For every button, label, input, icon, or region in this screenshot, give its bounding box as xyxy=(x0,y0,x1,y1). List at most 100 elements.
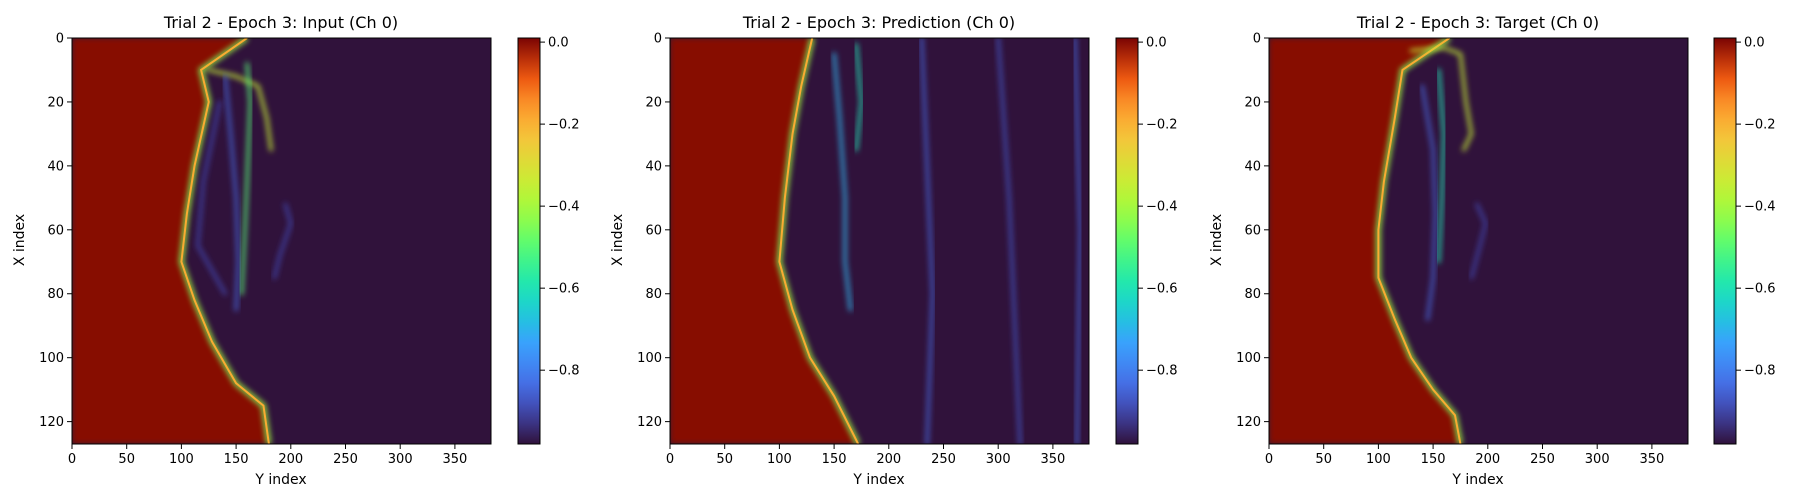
colorbar-tick-label: −0.2 xyxy=(1146,118,1178,133)
axes-frame xyxy=(1268,37,1689,445)
heatmap-filament xyxy=(1073,38,1082,444)
x-tick-label: 250 xyxy=(1530,452,1555,467)
y-tick-label: 40 xyxy=(1244,159,1261,174)
x-axis-label: Y index xyxy=(254,472,306,488)
heatmap-filament xyxy=(196,100,227,296)
x-tick-label: 150 xyxy=(224,452,249,467)
heatmap-filament xyxy=(240,62,252,296)
heatmap-front-core xyxy=(1377,38,1462,444)
axes-frame xyxy=(669,37,1090,445)
y-tick-label: 0 xyxy=(654,32,662,47)
colorbar xyxy=(517,37,541,445)
colorbar-tick-label: 0.0 xyxy=(1744,36,1765,51)
x-tick-label: 300 xyxy=(1585,452,1610,467)
heatmap-high-region xyxy=(670,38,859,444)
x-tick-label: 250 xyxy=(931,452,956,467)
x-tick-label: 350 xyxy=(1040,452,1065,467)
x-tick-label: 350 xyxy=(442,452,467,467)
colorbar-tick-label: −0.6 xyxy=(548,282,580,297)
panel-prediction: Trial 2 - Epoch 3: Prediction (Ch 0) Y i… xyxy=(610,13,1178,488)
x-tick-label: 100 xyxy=(767,452,792,467)
y-tick-label: 120 xyxy=(39,415,64,430)
x-tick-label: 250 xyxy=(333,452,358,467)
x-tick-label: 50 xyxy=(716,452,733,467)
colorbar-tick-label: −0.4 xyxy=(1744,200,1776,215)
heatmap-front-core xyxy=(180,38,270,444)
heatmap-filament xyxy=(1420,84,1437,321)
x-tick-label: 200 xyxy=(278,452,303,467)
heatmap-filament xyxy=(1469,202,1488,280)
heatmap-filament xyxy=(832,52,853,312)
heatmap-field xyxy=(1269,38,1688,444)
y-tick-label: 80 xyxy=(1244,287,1261,302)
heatmap-high-region xyxy=(1269,38,1461,444)
y-tick-label: 0 xyxy=(1253,32,1261,47)
x-tick-label: 200 xyxy=(876,452,901,467)
panel-input: Trial 2 - Epoch 3: Input (Ch 0) Y index … xyxy=(12,13,580,488)
y-axis-label: X index xyxy=(1209,214,1225,266)
x-tick-label: 100 xyxy=(169,452,194,467)
x-tick-label: 300 xyxy=(986,452,1011,467)
y-axis-label: X index xyxy=(12,214,28,266)
y-tick-label: 20 xyxy=(645,95,662,110)
y-tick-label: 60 xyxy=(1244,223,1261,238)
heatmap-filament xyxy=(1409,46,1473,152)
y-tick-label: 120 xyxy=(637,415,662,430)
colorbar-tick-label: −0.4 xyxy=(548,200,580,215)
heatmap-filament xyxy=(223,74,240,312)
x-tick-label: 0 xyxy=(68,452,76,467)
x-tick-label: 350 xyxy=(1639,452,1664,467)
y-tick-label: 40 xyxy=(47,159,64,174)
colorbar-tick-label: −0.2 xyxy=(1744,118,1776,133)
x-tick-label: 0 xyxy=(666,452,674,467)
heatmap-filament xyxy=(1437,68,1446,264)
y-tick-label: 100 xyxy=(637,351,662,366)
x-tick-label: 200 xyxy=(1475,452,1500,467)
heatmap-front-core xyxy=(778,38,860,444)
x-axis-label: Y index xyxy=(1451,472,1503,488)
y-tick-label: 60 xyxy=(47,223,64,238)
x-tick-label: 50 xyxy=(118,452,135,467)
heatmap-filament xyxy=(996,38,1022,444)
heatmap-high-region xyxy=(72,38,269,444)
y-tick-label: 80 xyxy=(645,287,662,302)
heatmap-filament xyxy=(272,202,293,280)
colorbar-tick-label: −0.4 xyxy=(1146,200,1178,215)
y-tick-label: 20 xyxy=(47,95,64,110)
y-tick-label: 100 xyxy=(1236,351,1261,366)
colorbar-tick-label: −0.8 xyxy=(1744,364,1776,379)
colorbar-tick-label: 0.0 xyxy=(548,36,569,51)
x-tick-label: 150 xyxy=(822,452,847,467)
x-axis-label: Y index xyxy=(852,472,904,488)
panel-title: Trial 2 - Epoch 3: Prediction (Ch 0) xyxy=(742,13,1015,32)
y-tick-label: 80 xyxy=(47,287,64,302)
heatmap-filament xyxy=(207,68,273,152)
colorbar-tick-label: −0.8 xyxy=(548,364,580,379)
colorbar-tick-label: −0.2 xyxy=(548,118,580,133)
colorbar-tick-label: −0.6 xyxy=(1146,282,1178,297)
heatmap-filament xyxy=(920,38,935,444)
colorbar-tick-label: −0.8 xyxy=(1146,364,1178,379)
colorbar xyxy=(1713,37,1737,445)
axes-frame xyxy=(71,37,492,445)
y-tick-label: 20 xyxy=(1244,95,1261,110)
x-tick-label: 300 xyxy=(388,452,413,467)
x-tick-label: 100 xyxy=(1366,452,1391,467)
colorbar-tick-label: −0.6 xyxy=(1744,282,1776,297)
heatmap-field xyxy=(72,38,491,444)
colorbar xyxy=(1115,37,1139,445)
y-tick-label: 60 xyxy=(645,223,662,238)
x-tick-label: 150 xyxy=(1421,452,1446,467)
colorbar-tick-label: 0.0 xyxy=(1146,36,1167,51)
y-tick-label: 100 xyxy=(39,351,64,366)
heatmap-field xyxy=(670,38,1089,444)
panel-title: Trial 2 - Epoch 3: Target (Ch 0) xyxy=(1356,13,1599,32)
y-tick-label: 40 xyxy=(645,159,662,174)
panel-title: Trial 2 - Epoch 3: Input (Ch 0) xyxy=(163,13,398,32)
y-tick-label: 120 xyxy=(1236,415,1261,430)
y-axis-label: X index xyxy=(610,214,626,266)
y-tick-label: 0 xyxy=(56,32,64,47)
x-tick-label: 50 xyxy=(1315,452,1332,467)
heatmap-filament xyxy=(854,42,863,152)
